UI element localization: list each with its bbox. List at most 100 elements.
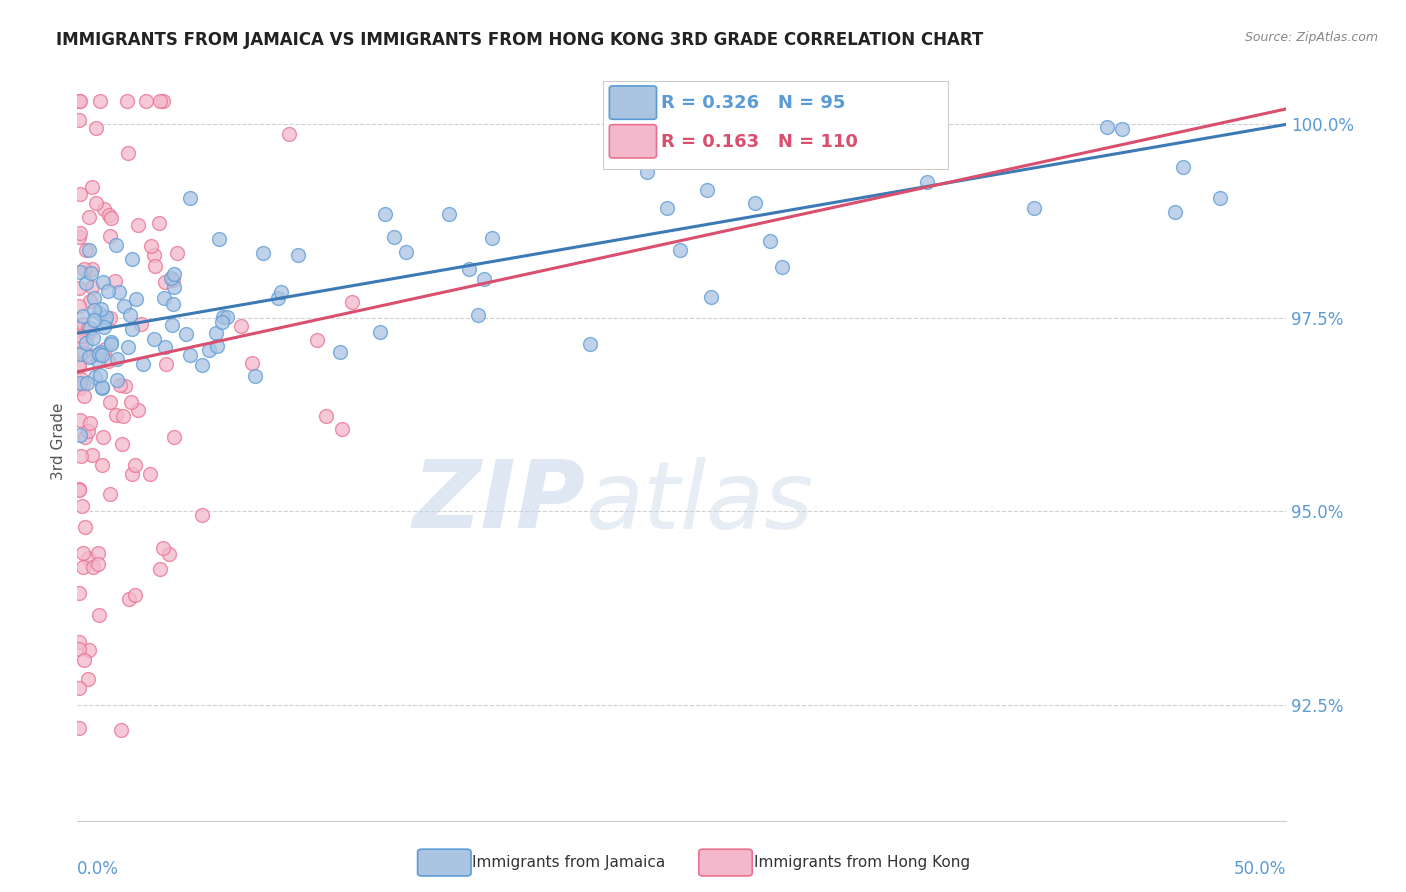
Point	[139, 467, 162, 482]
Point	[69, 226, 91, 240]
Point	[87, 354, 110, 368]
Point	[205, 339, 228, 353]
Point	[1024, 201, 1046, 215]
Point	[67, 722, 90, 736]
Point	[117, 340, 139, 354]
Point	[77, 351, 100, 365]
Point	[481, 231, 503, 245]
Point	[86, 546, 108, 560]
Point	[73, 653, 96, 667]
Point	[100, 335, 122, 350]
Point	[307, 333, 329, 347]
Point	[69, 187, 91, 202]
Text: atlas: atlas	[585, 457, 814, 548]
Point	[155, 358, 177, 372]
Point	[1111, 122, 1133, 136]
Point	[124, 588, 146, 602]
Point	[83, 302, 105, 317]
Point	[93, 342, 115, 356]
Point	[72, 335, 94, 350]
Point	[139, 238, 162, 252]
Point	[191, 508, 214, 522]
Point	[73, 262, 96, 277]
Point	[384, 229, 406, 244]
Point	[105, 238, 128, 252]
Point	[89, 368, 111, 382]
Point	[79, 416, 101, 430]
Point	[117, 94, 139, 108]
Point	[120, 308, 142, 322]
Point	[162, 273, 184, 287]
Point	[73, 519, 96, 533]
FancyBboxPatch shape	[609, 86, 657, 120]
Point	[67, 229, 90, 244]
Point	[153, 291, 176, 305]
Point	[98, 229, 121, 244]
Point	[179, 348, 201, 362]
Point	[97, 284, 120, 298]
Point	[142, 332, 165, 346]
Point	[1095, 120, 1118, 134]
Point	[82, 560, 104, 574]
Point	[229, 319, 252, 334]
Point	[94, 312, 117, 326]
Point	[79, 321, 101, 335]
Point	[100, 211, 122, 225]
Text: IMMIGRANTS FROM JAMAICA VS IMMIGRANTS FROM HONG KONG 3RD GRADE CORRELATION CHART: IMMIGRANTS FROM JAMAICA VS IMMIGRANTS FR…	[56, 31, 983, 49]
Point	[69, 347, 91, 361]
Point	[79, 643, 101, 657]
Point	[917, 175, 939, 189]
Point	[76, 376, 98, 391]
Text: ZIP: ZIP	[412, 456, 585, 549]
Point	[1208, 191, 1230, 205]
Point	[104, 274, 127, 288]
FancyBboxPatch shape	[609, 125, 657, 158]
Point	[89, 346, 111, 360]
Point	[744, 195, 766, 210]
Point	[340, 294, 363, 309]
Point	[696, 182, 718, 196]
Point	[72, 321, 94, 335]
Point	[1164, 204, 1187, 219]
Point	[162, 297, 184, 311]
Point	[114, 379, 136, 393]
Point	[69, 381, 91, 395]
Point	[67, 356, 90, 370]
Point	[270, 285, 292, 300]
Point	[93, 320, 115, 334]
Point	[160, 270, 183, 285]
Point	[96, 310, 118, 324]
Point	[86, 557, 108, 571]
Point	[132, 357, 155, 371]
Point	[69, 94, 91, 108]
Point	[157, 547, 180, 561]
Point	[166, 246, 188, 260]
Point	[90, 348, 112, 362]
Point	[437, 207, 460, 221]
Point	[315, 409, 337, 423]
Point	[89, 608, 111, 623]
Point	[70, 499, 93, 513]
Point	[69, 328, 91, 343]
Point	[72, 376, 94, 391]
Point	[163, 268, 186, 282]
Point	[98, 311, 121, 326]
Point	[75, 244, 97, 258]
Point	[110, 378, 132, 392]
Point	[70, 371, 93, 385]
Point	[127, 403, 149, 417]
Point	[80, 280, 103, 294]
Point	[242, 356, 264, 370]
Point	[69, 427, 91, 442]
Point	[89, 344, 111, 359]
Point	[72, 560, 94, 574]
Point	[124, 458, 146, 472]
Point	[69, 265, 91, 279]
Point	[143, 248, 166, 262]
Text: Immigrants from Hong Kong: Immigrants from Hong Kong	[754, 855, 970, 870]
Point	[83, 291, 105, 305]
Point	[148, 216, 170, 230]
Point	[86, 195, 108, 210]
Point	[76, 550, 98, 565]
Point	[215, 310, 238, 325]
